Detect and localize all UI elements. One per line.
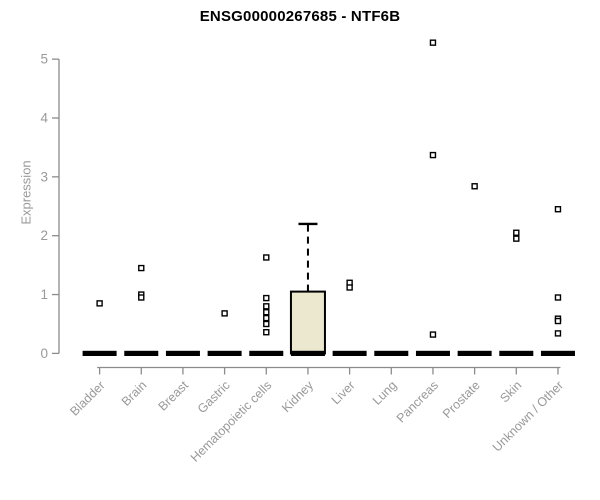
median-bar (332, 350, 367, 356)
outlier-point (554, 330, 562, 337)
category-label: Bladder (67, 378, 107, 418)
outlier-point (554, 294, 562, 301)
outlier-point (263, 314, 270, 322)
outlier-point (263, 254, 270, 261)
median-bar (249, 350, 284, 356)
outlier-point (263, 309, 270, 316)
y-tick-label: 1 (40, 287, 48, 302)
category-label: Brain (119, 378, 150, 409)
category-label: Skin (497, 378, 524, 405)
median-bar (124, 350, 159, 356)
median-bar (290, 350, 325, 356)
outlier-point (429, 151, 437, 159)
outlier-point (96, 300, 103, 307)
y-tick-label: 3 (40, 169, 48, 184)
category-label: Unknown / Other (490, 378, 566, 454)
y-tick-label: 4 (40, 111, 48, 126)
y-tick-label: 2 (40, 228, 48, 243)
category-label: Hematopoietic cells (188, 378, 275, 465)
outlier-point (554, 317, 562, 325)
outlier-point (346, 284, 353, 291)
outlier-point (263, 320, 270, 328)
chart-title: ENSG00000267685 - NTF6B (199, 8, 401, 25)
outlier-point (513, 229, 520, 236)
box (289, 290, 326, 355)
outlier-point (263, 303, 270, 310)
category-label: Gastric (195, 378, 233, 416)
median-bar (207, 350, 242, 356)
outlier-point (513, 235, 520, 242)
category-label: Breast (156, 378, 192, 414)
median-bar (457, 350, 492, 356)
outlier-point (263, 329, 270, 336)
median-bar (415, 350, 450, 356)
outlier-point (138, 264, 145, 272)
median-bar (165, 350, 200, 356)
outlier-point (221, 310, 228, 317)
outlier-point (429, 39, 437, 46)
category-label: Pancreas (394, 378, 441, 425)
category-label: Liver (329, 378, 358, 407)
median-bar (374, 350, 409, 356)
category-label: Kidney (279, 378, 316, 415)
outlier-point (263, 294, 270, 302)
y-tick-label: 5 (40, 52, 48, 67)
median-bar (82, 350, 117, 356)
median-bar (540, 350, 575, 356)
category-label: Prostate (440, 378, 483, 421)
outlier-point (554, 206, 562, 213)
median-bar (499, 350, 534, 356)
outlier-point (429, 331, 437, 338)
outlier-point (471, 183, 478, 190)
outlier-point (138, 294, 145, 301)
category-label: Lung (370, 378, 400, 408)
y-tick-label: 0 (40, 346, 48, 361)
